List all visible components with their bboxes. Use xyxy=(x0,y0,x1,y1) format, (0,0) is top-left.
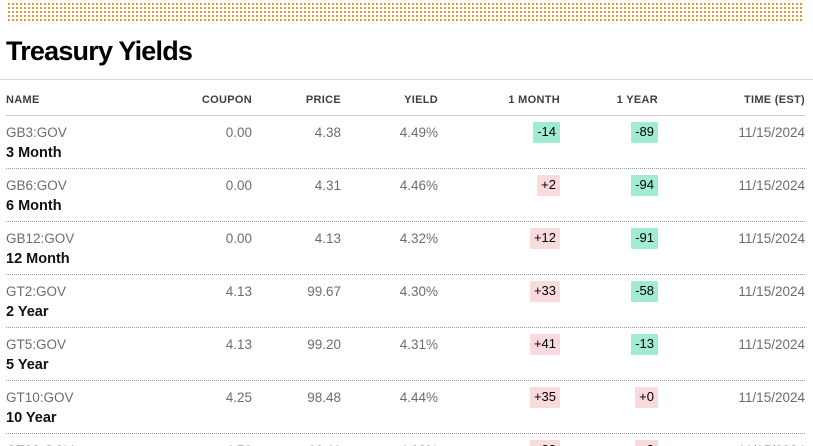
one-month-change-cell: +33 xyxy=(438,281,560,302)
one-year-change-badge: -94 xyxy=(631,175,658,196)
security-cell: GB12:GOV 12 Month xyxy=(6,228,196,267)
security-ticker-link[interactable]: GT10:GOV xyxy=(6,390,74,405)
security-ticker-link[interactable]: GT5:GOV xyxy=(6,337,67,352)
coupon-value: 4.13 xyxy=(225,284,252,299)
treasury-yields-table: NAME COUPON PRICE YIELD 1 MONTH 1 YEAR T… xyxy=(6,80,805,446)
coupon-value: 4.50 xyxy=(196,440,252,446)
one-month-change-cell: -14 xyxy=(438,122,560,143)
one-year-change-cell: -58 xyxy=(560,281,658,302)
one-month-change-badge: +12 xyxy=(529,228,560,249)
coupon-value: 0.00 xyxy=(225,178,252,193)
one-month-change-badge: +41 xyxy=(529,334,560,355)
security-cell: GT30:GOV 30 Year xyxy=(6,440,196,446)
price-value: 99.67 xyxy=(307,284,341,299)
coupon-value: 0.00 xyxy=(225,231,252,246)
security-cell: GT5:GOV 5 Year xyxy=(6,334,196,373)
security-ticker-link[interactable]: GB6:GOV xyxy=(6,178,67,193)
one-year-change-badge: +3 xyxy=(635,440,658,446)
one-month-change-badge: -14 xyxy=(533,122,560,143)
price-value: 4.38 xyxy=(314,125,341,140)
column-header-price: PRICE xyxy=(305,94,341,106)
decorative-dots-band xyxy=(7,2,803,22)
price-value: 98.11 xyxy=(252,440,341,446)
security-name: 10 Year xyxy=(6,410,57,426)
security-cell: GB3:GOV 3 Month xyxy=(6,122,196,161)
coupon-value: 4.25 xyxy=(225,390,252,405)
one-year-change-cell: -89 xyxy=(560,122,658,143)
table-row: GT5:GOV 5 Year 4.13 99.20 4.31% +41 -13 … xyxy=(6,328,805,381)
one-month-change-badge: +33 xyxy=(529,281,560,302)
one-month-change-badge: +2 xyxy=(537,175,560,196)
security-ticker-link[interactable]: GT2:GOV xyxy=(6,284,67,299)
price-value: 98.48 xyxy=(307,390,341,405)
yield-value: 4.30% xyxy=(399,284,438,299)
time-value: 11/15/2024 xyxy=(658,440,805,446)
one-month-change-cell: +23 xyxy=(438,440,560,446)
column-header-coupon: COUPON xyxy=(201,94,252,106)
one-month-change-badge: +23 xyxy=(529,440,560,446)
column-header-1-year: 1 YEAR xyxy=(616,94,658,106)
one-month-change-cell: +35 xyxy=(438,387,560,408)
price-value: 4.13 xyxy=(314,231,341,246)
time-value: 11/15/2024 xyxy=(738,390,805,405)
table-row: GT2:GOV 2 Year 4.13 99.67 4.30% +33 -58 … xyxy=(6,275,805,328)
column-header-1-month: 1 MONTH xyxy=(508,94,560,106)
security-name: 12 Month xyxy=(6,251,70,267)
one-month-change-badge: +35 xyxy=(529,387,560,408)
one-year-change-cell: +0 xyxy=(560,387,658,408)
yield-value: 4.49% xyxy=(399,125,438,140)
one-year-change-badge: -91 xyxy=(631,228,658,249)
page-title: Treasury Yields xyxy=(6,36,193,66)
one-year-change-badge: -89 xyxy=(631,122,658,143)
table-header-row: NAME COUPON PRICE YIELD 1 MONTH 1 YEAR T… xyxy=(6,80,805,116)
security-cell: GT2:GOV 2 Year xyxy=(6,281,196,320)
time-value: 11/15/2024 xyxy=(738,125,805,140)
one-year-change-cell: -94 xyxy=(560,175,658,196)
time-value: 11/15/2024 xyxy=(738,337,805,352)
table-row: GB6:GOV 6 Month 0.00 4.31 4.46% +2 -94 1… xyxy=(6,169,805,222)
table-row: GT10:GOV 10 Year 4.25 98.48 4.44% +35 +0… xyxy=(6,381,805,434)
yield-value: 4.31% xyxy=(399,337,438,352)
security-name: 3 Month xyxy=(6,145,62,161)
security-name: 6 Month xyxy=(6,198,62,214)
column-header-time: TIME (EST) xyxy=(743,94,805,106)
one-year-change-cell: +3 xyxy=(560,440,658,446)
table-row: GT30:GOV 30 Year 4.50 98.11 4.62% +23 +3… xyxy=(6,434,805,446)
security-cell: GT10:GOV 10 Year xyxy=(6,387,196,426)
one-year-change-badge: +0 xyxy=(635,387,658,408)
column-header-name: NAME xyxy=(6,94,40,106)
one-year-change-cell: -91 xyxy=(560,228,658,249)
table-row: GB12:GOV 12 Month 0.00 4.13 4.32% +12 -9… xyxy=(6,222,805,275)
one-month-change-cell: +12 xyxy=(438,228,560,249)
security-ticker-link[interactable]: GB3:GOV xyxy=(6,125,67,140)
coupon-value: 4.13 xyxy=(225,337,252,352)
one-year-change-badge: -13 xyxy=(631,334,658,355)
yield-value: 4.46% xyxy=(399,178,438,193)
price-value: 4.31 xyxy=(314,178,341,193)
yield-value: 4.32% xyxy=(399,231,438,246)
security-ticker-link[interactable]: GT30:GOV xyxy=(6,443,74,446)
price-value: 99.20 xyxy=(307,337,341,352)
one-year-change-cell: -13 xyxy=(560,334,658,355)
time-value: 11/15/2024 xyxy=(738,178,805,193)
yield-value: 4.44% xyxy=(399,390,438,405)
yield-value: 4.62% xyxy=(341,440,438,446)
security-name: 5 Year xyxy=(6,357,49,373)
time-value: 11/15/2024 xyxy=(738,284,805,299)
one-month-change-cell: +2 xyxy=(438,175,560,196)
one-year-change-badge: -58 xyxy=(631,281,658,302)
time-value: 11/15/2024 xyxy=(738,231,805,246)
security-ticker-link[interactable]: GB12:GOV xyxy=(6,231,75,246)
security-name: 2 Year xyxy=(6,304,49,320)
coupon-value: 0.00 xyxy=(225,125,252,140)
table-row: GB3:GOV 3 Month 0.00 4.38 4.49% -14 -89 … xyxy=(6,116,805,169)
title-divider xyxy=(0,79,813,80)
one-month-change-cell: +41 xyxy=(438,334,560,355)
column-header-yield: YIELD xyxy=(404,94,438,106)
security-cell: GB6:GOV 6 Month xyxy=(6,175,196,214)
